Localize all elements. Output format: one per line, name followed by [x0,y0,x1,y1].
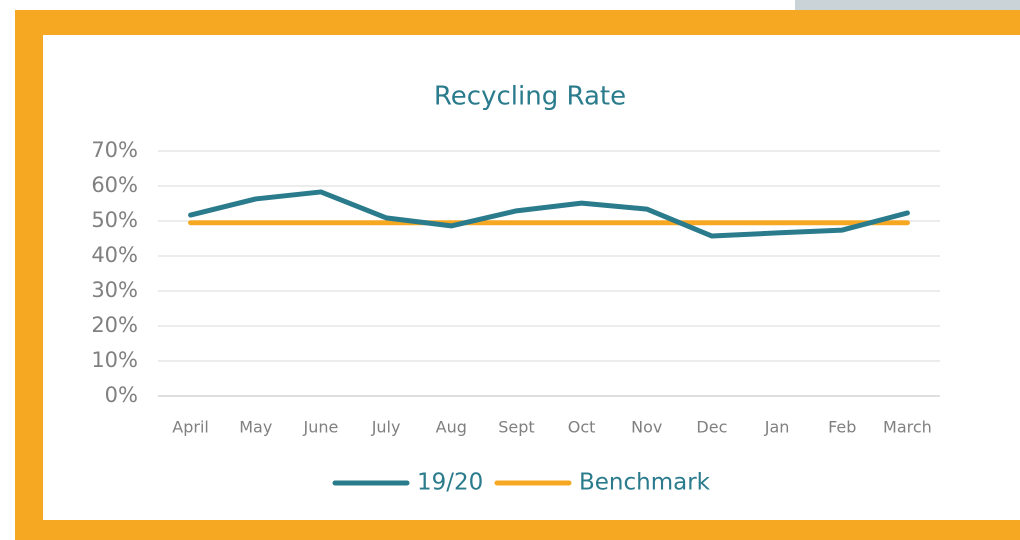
x-tick-label: May [239,418,272,437]
y-tick-label: 10% [91,348,138,372]
y-tick-label: 30% [91,278,138,302]
y-tick-label: 60% [91,173,138,197]
x-tick-label: Nov [631,418,662,437]
y-tick-label: 70% [91,138,138,162]
x-tick-label: July [371,418,401,437]
y-tick-label: 0% [105,383,138,407]
y-tick-label: 40% [91,243,138,267]
x-tick-label: March [883,418,932,437]
x-tick-label: April [172,418,209,437]
x-tick-label: Feb [828,418,856,437]
legend-label: 19/20 [417,470,483,496]
x-tick-label: Aug [436,418,467,437]
x-tick-label: Jan [764,418,790,437]
x-tick-label: Oct [568,418,596,437]
x-tick-label: June [302,418,338,437]
photo-edge [795,0,1020,10]
x-tick-label: Dec [696,418,727,437]
series-line [188,189,910,239]
x-tick-label: Sept [498,418,534,437]
y-tick-label: 20% [91,313,138,337]
chart-title: Recycling Rate [434,82,626,112]
legend-label: Benchmark [579,470,711,496]
panel [43,35,1020,520]
y-tick-label: 50% [91,208,138,232]
